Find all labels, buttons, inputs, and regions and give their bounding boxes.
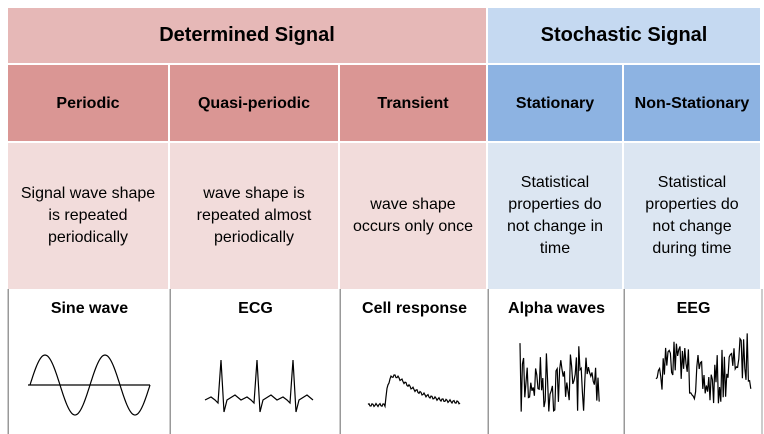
column-description: wave shape is repeated almost periodical…: [170, 143, 340, 289]
ecg-wave: [204, 359, 314, 413]
alpha-wave: [519, 343, 600, 412]
group-header: Determined Signal: [8, 8, 488, 65]
column-description: Statistical properties do not change in …: [488, 143, 624, 289]
column-description: wave shape occurs only once: [340, 143, 488, 289]
cell-response-wave: [367, 374, 461, 409]
column-header: Stationary: [488, 65, 624, 143]
column-description: Signal wave shape is repeated periodical…: [8, 143, 170, 289]
group-header: Stochastic Signal: [488, 8, 762, 65]
column-header: Quasi-periodic: [170, 65, 340, 143]
column-header: Periodic: [8, 65, 170, 143]
sine-wave: [29, 354, 151, 416]
eeg-wave: [655, 333, 752, 404]
column-description: Statistical properties do not change dur…: [624, 143, 762, 289]
column-header: Non-Stationary: [624, 65, 762, 143]
column-header: Transient: [340, 65, 488, 143]
